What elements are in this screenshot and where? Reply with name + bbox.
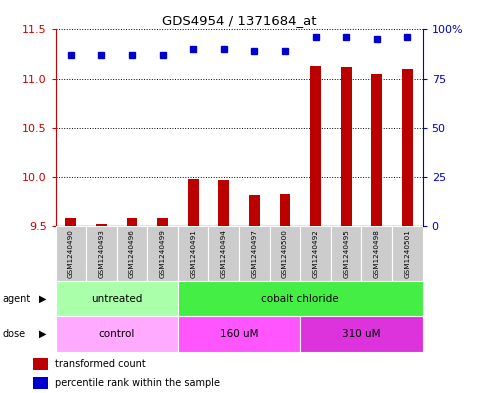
Bar [270, 226, 300, 281]
Text: GSM1240494: GSM1240494 [221, 229, 227, 278]
Bar [56, 226, 86, 281]
Text: 160 uM: 160 uM [220, 329, 258, 339]
Text: GSM1240500: GSM1240500 [282, 229, 288, 278]
Bar [66, 218, 76, 226]
Text: cobalt chloride: cobalt chloride [261, 294, 339, 304]
Text: GSM1240499: GSM1240499 [159, 229, 166, 278]
Text: GSM1240496: GSM1240496 [129, 229, 135, 278]
Title: GDS4954 / 1371684_at: GDS4954 / 1371684_at [162, 14, 316, 27]
Bar [300, 316, 423, 352]
Bar [188, 179, 199, 226]
Text: percentile rank within the sample: percentile rank within the sample [55, 378, 220, 388]
Bar [239, 226, 270, 281]
Bar [209, 226, 239, 281]
Text: GSM1240493: GSM1240493 [99, 229, 104, 278]
Bar [96, 224, 107, 226]
Bar [86, 226, 117, 281]
Bar [331, 226, 361, 281]
Bar [157, 218, 168, 226]
Bar [178, 316, 300, 352]
Bar [33, 358, 48, 370]
Bar [56, 281, 178, 316]
Text: agent: agent [2, 294, 30, 304]
Text: untreated: untreated [91, 294, 142, 304]
Text: control: control [99, 329, 135, 339]
Bar [300, 226, 331, 281]
Bar [280, 193, 290, 226]
Bar [218, 180, 229, 226]
Bar [117, 226, 147, 281]
Bar [147, 226, 178, 281]
Bar [178, 226, 209, 281]
Text: GSM1240490: GSM1240490 [68, 229, 74, 278]
Bar [402, 69, 412, 226]
Bar [178, 281, 423, 316]
Bar [249, 195, 260, 226]
Text: GSM1240497: GSM1240497 [251, 229, 257, 278]
Bar [341, 67, 352, 226]
Bar [33, 377, 48, 389]
Bar [310, 66, 321, 226]
Bar [56, 316, 178, 352]
Bar [361, 226, 392, 281]
Text: GSM1240491: GSM1240491 [190, 229, 196, 278]
Text: GSM1240495: GSM1240495 [343, 229, 349, 278]
Bar [127, 218, 137, 226]
Text: transformed count: transformed count [55, 359, 145, 369]
Bar [371, 73, 382, 226]
Text: GSM1240498: GSM1240498 [374, 229, 380, 278]
Text: GSM1240492: GSM1240492 [313, 229, 319, 278]
Text: ▶: ▶ [39, 294, 46, 304]
Text: 310 uM: 310 uM [342, 329, 381, 339]
Bar [392, 226, 423, 281]
Text: ▶: ▶ [39, 329, 46, 339]
Text: GSM1240501: GSM1240501 [404, 229, 411, 278]
Text: dose: dose [2, 329, 26, 339]
